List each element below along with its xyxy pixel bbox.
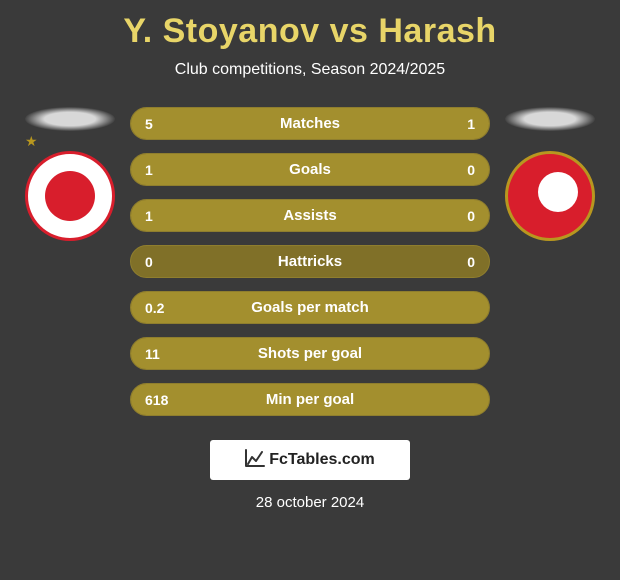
comparison-content: ★ 5Matches11Goals01Assists00Hattricks00.… [0,107,620,416]
stats-bars: 5Matches11Goals01Assists00Hattricks00.2G… [130,107,490,416]
stat-value-left: 11 [145,346,160,362]
stat-row: 5 Matches 1 [130,107,490,140]
stat-row: 0 Hattricks 0 [130,245,490,278]
stat-value-left: 0 [145,254,153,270]
chart-icon [245,449,265,472]
stat-value-left: 1 [145,208,153,224]
brand-text: FcTables.com [269,451,375,469]
stat-row: 618 Min per goal [130,383,490,416]
stat-label: Goals per match [251,299,369,316]
stat-label: Matches [280,115,340,132]
player-shadow-left [25,107,115,131]
club-crest-right [505,151,595,241]
stat-label: Min per goal [266,391,354,408]
page-subtitle: Club competitions, Season 2024/2025 [0,61,620,79]
brand-badge: FcTables.com [210,440,410,480]
stat-value-right: 0 [467,254,475,270]
stat-value-right: 1 [467,116,475,132]
star-icon: ★ [25,133,38,150]
stat-row: 1 Goals 0 [130,153,490,186]
stat-value-left: 5 [145,116,153,132]
club-crest-left [25,151,115,241]
stat-row: 11 Shots per goal [130,337,490,370]
stat-value-right: 0 [467,162,475,178]
left-player-column: ★ [10,107,130,241]
footer-date: 28 october 2024 [0,494,620,511]
stat-value-right: 0 [467,208,475,224]
stat-label: Goals [289,161,331,178]
stat-value-left: 618 [145,392,168,408]
stat-label: Hattricks [278,253,342,270]
right-player-column [490,107,610,241]
stat-value-left: 0.2 [145,300,164,316]
stat-value-left: 1 [145,162,153,178]
bar-fill-right [428,108,489,139]
stat-row: 1 Assists 0 [130,199,490,232]
page-title: Y. Stoyanov vs Harash [0,0,620,51]
stat-label: Assists [283,207,336,224]
stat-row: 0.2 Goals per match [130,291,490,324]
stat-label: Shots per goal [258,345,362,362]
player-shadow-right [505,107,595,131]
